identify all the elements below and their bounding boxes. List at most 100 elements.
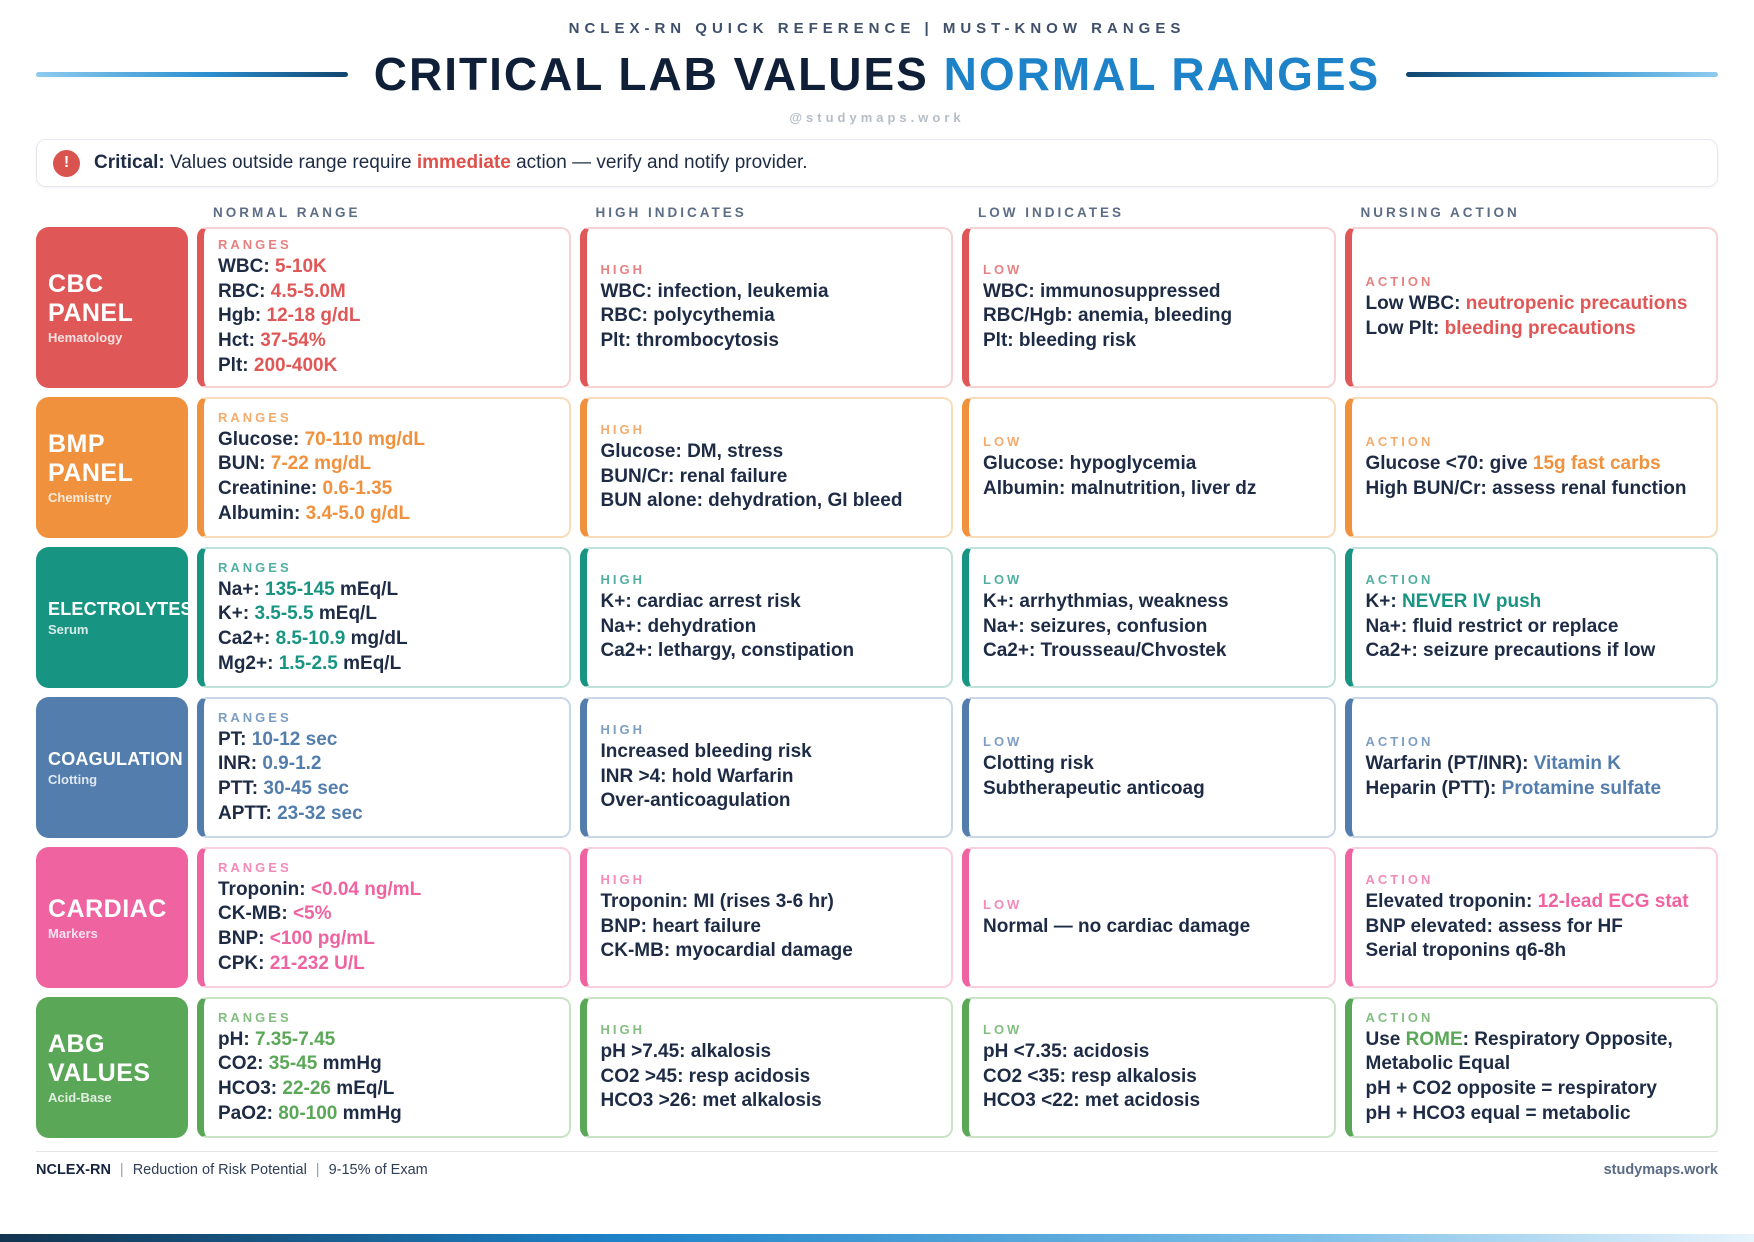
plain-text: BNP: — [218, 927, 270, 949]
page-title: CRITICAL LAB VALUES NORMAL RANGES — [374, 47, 1380, 101]
cell-line: Heparin (PTT): Protamine sulfate — [1366, 777, 1703, 802]
plain-text: Elevated troponin: — [1365, 890, 1538, 912]
plain-text: mmHg — [337, 1102, 402, 1124]
cell-line: BNP: heart failure — [601, 915, 938, 940]
abg-action-cell: ACTION Use ROME: Respiratory Opposite, Me… — [1344, 997, 1718, 1139]
category-card-coagulation: COAGULATION Clotting — [36, 697, 188, 839]
alert-body-post: action — verify and notify provider. — [516, 152, 808, 173]
eyebrow-text: NCLEX-RN QUICK REFERENCE | MUST-KNOW RAN… — [568, 20, 1186, 37]
cell-line: CO2 <35: resp alkalosis — [983, 1065, 1320, 1090]
plain-text: CPK: — [218, 952, 270, 974]
category-card-electrolytes: ELECTROLYTES Serum — [36, 547, 193, 689]
cell-line: CK-MB: <5% — [218, 902, 555, 927]
coagulation-low-cell: LOW Clotting risk Subtherapeutic anticoag — [962, 697, 1336, 839]
plain-text: Over-anticoagulation — [600, 790, 791, 812]
coagulation-action-cell: ACTION Warfarin (PT/INR): Vitamin K Hepari… — [1344, 697, 1718, 839]
highlighted-text: 200-400K — [253, 354, 338, 376]
cell-line: Na+: 135-145 mEq/L — [218, 578, 555, 603]
footer-category: Reduction of Risk Potential — [132, 1162, 307, 1179]
plain-text: RBC/Hgb: anemia, bleeding — [983, 305, 1233, 327]
cell-line: HCO3 <22: met acidosis — [983, 1089, 1320, 1114]
footer-weight: 9-15% of Exam — [328, 1162, 428, 1179]
cell-line: Normal — no cardiac damage — [983, 915, 1320, 940]
highlighted-text: ROME — [1405, 1028, 1463, 1050]
plain-text: Ca2+: — [218, 627, 276, 649]
highlighted-text: 1.5-2.5 — [278, 652, 338, 674]
plain-text: pH + CO2 opposite = respiratory — [1365, 1077, 1657, 1099]
cell-line: High BUN/Cr: assess renal function — [1366, 477, 1703, 502]
plain-text: WBC: infection, leukemia — [600, 280, 829, 302]
cell-line: Plt: thrombocytosis — [601, 329, 938, 354]
category-subtitle: Clotting — [48, 772, 98, 788]
cell-line: Subtherapeutic anticoag — [983, 777, 1320, 802]
plain-text: mmHg — [317, 1053, 382, 1075]
highlighted-text: 30-45 sec — [263, 777, 349, 799]
cell-line: Troponin: <0.04 ng/mL — [218, 878, 555, 903]
cell-line: BUN alone: dehydration, GI bleed — [601, 489, 938, 514]
highlighted-text: <0.04 ng/mL — [310, 878, 422, 900]
plain-text: Ca2+: seizure precautions if low — [1365, 640, 1656, 662]
footer-left: NCLEX-RN | Reduction of Risk Potential |… — [36, 1162, 428, 1178]
abg-high-cell: HIGH pH >7.45: alkalosis CO2 >45: resp aci… — [579, 997, 953, 1139]
plain-text: K+: — [218, 603, 255, 625]
cell-label: ACTION — [1365, 571, 1434, 587]
highlighted-text: 12-lead ECG stat — [1537, 890, 1689, 912]
cell-line: Plt: 200-400K — [218, 354, 555, 379]
cell-line: Plt: bleeding risk — [983, 329, 1320, 354]
plain-text: CO2 >45: resp acidosis — [600, 1065, 811, 1087]
cell-line: pH + CO2 opposite = respiratory — [1366, 1077, 1703, 1102]
bottom-accent-bar — [0, 1234, 1754, 1242]
category-subtitle: Serum — [48, 622, 89, 638]
plain-text: Creatinine: — [218, 477, 323, 499]
category-title: ELECTROLYTES — [48, 598, 193, 619]
plain-text: Mg2+: — [218, 652, 279, 674]
plain-text: RBC: — [218, 280, 271, 302]
plain-text: K+: cardiac arrest risk — [600, 590, 801, 612]
plain-text: Glucose: DM, stress — [600, 440, 784, 462]
highlighted-text: 70-110 mg/dL — [304, 428, 425, 450]
cell-label: RANGES — [218, 709, 292, 725]
highlighted-text: Vitamin K — [1533, 753, 1621, 775]
abg-ranges-cell: RANGES pH: 7.35-7.45 CO2: 35-45 mmHg HCO3: … — [197, 997, 571, 1139]
plain-text: Na+: fluid restrict or replace — [1365, 615, 1619, 637]
cell-line: BNP: <100 pg/mL — [218, 927, 555, 952]
plain-text: Na+: dehydration — [600, 615, 757, 637]
column-header-spacer — [36, 205, 188, 220]
brand-handle: @studymaps.work — [789, 110, 965, 125]
cell-line: Serial troponins q6-8h — [1366, 939, 1703, 964]
cell-line: Na+: fluid restrict or replace — [1366, 615, 1703, 640]
cell-line: Mg2+: 1.5-2.5 mEq/L — [218, 652, 555, 677]
cell-line: pH + HCO3 equal = metabolic — [1366, 1102, 1703, 1127]
highlighted-text: 15g fast carbs — [1532, 453, 1661, 475]
cell-line: Ca2+: Trousseau/Chvostek — [983, 639, 1320, 664]
cell-label: HIGH — [600, 871, 645, 887]
column-header: NURSING ACTION — [1360, 205, 1520, 220]
plain-text: mg/dL — [345, 627, 408, 649]
cell-line: HCO3: 22-26 mEq/L — [218, 1077, 555, 1102]
electrolytes-high-cell: HIGH K+: cardiac arrest risk Na+: dehydrat… — [579, 547, 953, 689]
plain-text: HCO3 >26: met alkalosis — [600, 1090, 822, 1112]
plain-text: pH: — [218, 1028, 255, 1050]
cell-label: RANGES — [218, 859, 292, 875]
plain-text: Glucose: — [218, 428, 305, 450]
plain-text: BNP: heart failure — [600, 915, 761, 937]
cell-line: WBC: infection, leukemia — [601, 280, 938, 305]
coagulation-ranges-cell: RANGES PT: 10-12 sec INR: 0.9-1.2 PTT: 30-4… — [197, 697, 571, 839]
plain-text: Na+: seizures, confusion — [983, 615, 1208, 637]
cell-line: pH: 7.35-7.45 — [218, 1028, 555, 1053]
plain-text: WBC: immunosuppressed — [983, 280, 1221, 302]
cell-line: Albumin: malnutrition, liver dz — [983, 477, 1320, 502]
coagulation-high-cell: HIGH Increased bleeding risk INR >4: hold … — [579, 697, 953, 839]
cell-label: ACTION — [1365, 1009, 1434, 1025]
cell-label: ACTION — [1365, 434, 1434, 450]
plain-text: Subtherapeutic anticoag — [983, 777, 1205, 799]
footer-exam: NCLEX-RN — [36, 1162, 111, 1179]
plain-text: WBC: — [218, 256, 275, 277]
electrolytes-ranges-cell: RANGES Na+: 135-145 mEq/L K+: 3.5-5.5 mEq/… — [197, 547, 571, 689]
column-header: LOW INDICATES — [978, 205, 1124, 220]
highlighted-text: <100 pg/mL — [269, 927, 375, 949]
electrolytes-low-cell: LOW K+: arrhythmias, weakness Na+: seizure… — [962, 547, 1336, 689]
cell-label: ACTION — [1365, 274, 1434, 290]
footer-separator: | — [315, 1162, 320, 1179]
plain-text: pH >7.45: alkalosis — [600, 1040, 772, 1062]
